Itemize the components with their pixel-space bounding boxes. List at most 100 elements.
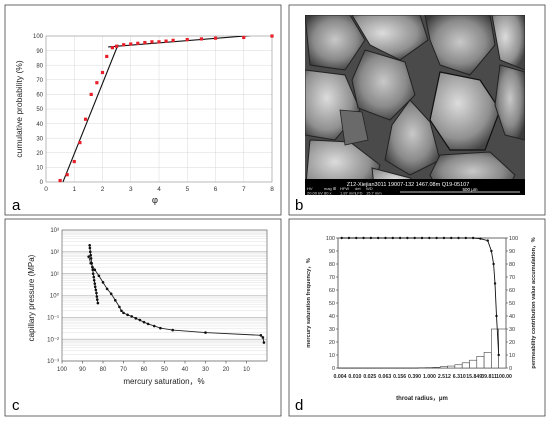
chart-d-line-point bbox=[494, 282, 496, 284]
chart-c-point bbox=[139, 319, 142, 322]
chart-d-bar bbox=[484, 352, 491, 368]
chart-c-x-tick-label: 20 bbox=[223, 367, 230, 373]
chart-c-point bbox=[114, 299, 117, 302]
chart-d-bar bbox=[477, 356, 484, 368]
chart-a-point bbox=[129, 42, 132, 45]
chart-d-bar bbox=[455, 365, 462, 368]
chart-d-line-point bbox=[348, 237, 350, 239]
panel-d-letter: d bbox=[295, 397, 303, 414]
chart-d-x-axis-label: throat radius，μm bbox=[396, 396, 448, 402]
chart-a-point bbox=[59, 179, 62, 182]
chart-c-point bbox=[87, 255, 90, 258]
chart-a-x-tick-label: 8 bbox=[270, 186, 274, 193]
chart-d-y-tick-label: 80 bbox=[329, 262, 335, 268]
chart-a-point bbox=[111, 46, 114, 49]
chart-c-point bbox=[94, 282, 97, 285]
chart-a-x-tick-label: 4 bbox=[157, 186, 161, 193]
chart-d-line-point bbox=[492, 263, 494, 265]
chart-d-y2-tick-label: 40 bbox=[509, 314, 515, 320]
chart-c-point bbox=[88, 244, 91, 247]
chart-a-points bbox=[59, 34, 274, 182]
chart-a-y-tick-label: 50 bbox=[36, 107, 43, 113]
chart-a-point bbox=[214, 37, 217, 40]
chart-d-y-tick-label: 20 bbox=[329, 340, 335, 346]
chart-c-y-axis-label: capillary pressure (MPa) bbox=[27, 254, 36, 341]
chart-a-point bbox=[136, 42, 139, 45]
chart-d-line-point bbox=[428, 237, 430, 239]
chart-d-y2-tick-label: 90 bbox=[509, 249, 515, 255]
chart-d-line-point bbox=[355, 237, 357, 239]
chart-d-y2-tick-label: 50 bbox=[509, 301, 515, 307]
chart-a-y-tick-label: 100 bbox=[33, 34, 44, 40]
chart-d-line-point bbox=[465, 237, 467, 239]
panel-d-frame bbox=[289, 219, 545, 416]
chart-d-line-point bbox=[487, 239, 489, 241]
chart-c-x-tick-label: 80 bbox=[100, 367, 107, 373]
chart-c-y-tick-label: 10⁰ bbox=[50, 293, 60, 300]
chart-d-line bbox=[340, 237, 499, 356]
chart-d-line-point bbox=[399, 237, 401, 239]
chart-c-point bbox=[96, 295, 99, 298]
chart-c-point bbox=[90, 257, 93, 260]
chart-a-point bbox=[105, 55, 108, 58]
chart-c-point bbox=[95, 289, 98, 292]
chart-c-point bbox=[93, 279, 96, 282]
chart-d-line-point bbox=[443, 237, 445, 239]
chart-a-point bbox=[115, 45, 118, 48]
chart-d-bar bbox=[462, 363, 469, 368]
chart-c-point bbox=[102, 281, 105, 284]
chart-a-point bbox=[200, 37, 203, 40]
chart-c-point bbox=[135, 317, 138, 320]
chart-c-point bbox=[147, 323, 150, 326]
chart-d-y2-tick-label: 30 bbox=[509, 327, 515, 333]
chart-c-point bbox=[89, 251, 92, 254]
chart-d-line-point bbox=[362, 237, 364, 239]
chart-d-line-point bbox=[392, 237, 394, 239]
chart-d-y2-tick-label: 100 bbox=[509, 236, 518, 242]
chart-d-y-tick-label: 70 bbox=[329, 275, 335, 281]
chart-a-y-axis-label: cumulative probability (%) bbox=[14, 60, 24, 157]
chart-d-y2-tick-label: 0 bbox=[509, 366, 512, 372]
chart-a-x-tick-label: 6 bbox=[214, 186, 218, 193]
chart-d-y2-tick-label: 80 bbox=[509, 262, 515, 268]
chart-d-line-point bbox=[472, 237, 474, 239]
chart-c-point bbox=[204, 331, 207, 334]
chart-a-y-tick-label: 0 bbox=[40, 180, 44, 186]
chart-a-point bbox=[157, 40, 160, 43]
chart-d-line-path bbox=[342, 238, 499, 355]
sem-info-value: 80 x bbox=[324, 191, 332, 196]
chart-a-y-tick-label: 20 bbox=[36, 151, 43, 157]
chart-a-point bbox=[150, 40, 153, 43]
chart-d-y-tick-label: 100 bbox=[326, 236, 335, 242]
chart-c-x-tick-label: 100 bbox=[57, 367, 68, 373]
chart-d-x-tick-label: 0.025 bbox=[363, 374, 376, 380]
chart-c-point bbox=[106, 288, 109, 291]
chart-c-point bbox=[94, 286, 97, 289]
chart-d-line-point bbox=[421, 237, 423, 239]
chart-a-point bbox=[95, 81, 98, 84]
chart-a-point bbox=[186, 38, 189, 41]
chart-a-x-tick-label: 0 bbox=[44, 186, 48, 193]
chart-a-x-tick-label: 2 bbox=[101, 186, 105, 193]
chart-d-y-tick-label: 50 bbox=[329, 301, 335, 307]
chart-d-bar bbox=[499, 329, 506, 368]
chart-d-y2-tick-label: 70 bbox=[509, 275, 515, 281]
chart-d-bar bbox=[440, 367, 447, 368]
chart-a-y-tick-label: 80 bbox=[36, 63, 43, 69]
chart-c-point bbox=[143, 321, 146, 324]
chart-d-x-tick-label: 39.811 bbox=[481, 374, 497, 380]
sem-scale-label: 500 μm bbox=[462, 187, 477, 192]
chart-d-x-tick-label: 6.310 bbox=[453, 374, 466, 380]
chart-c-x-tick-label: 50 bbox=[161, 367, 168, 373]
chart-c-point bbox=[98, 274, 101, 277]
chart-c-point bbox=[120, 309, 123, 312]
chart-c-point bbox=[126, 314, 129, 317]
chart-a-point bbox=[164, 40, 167, 43]
